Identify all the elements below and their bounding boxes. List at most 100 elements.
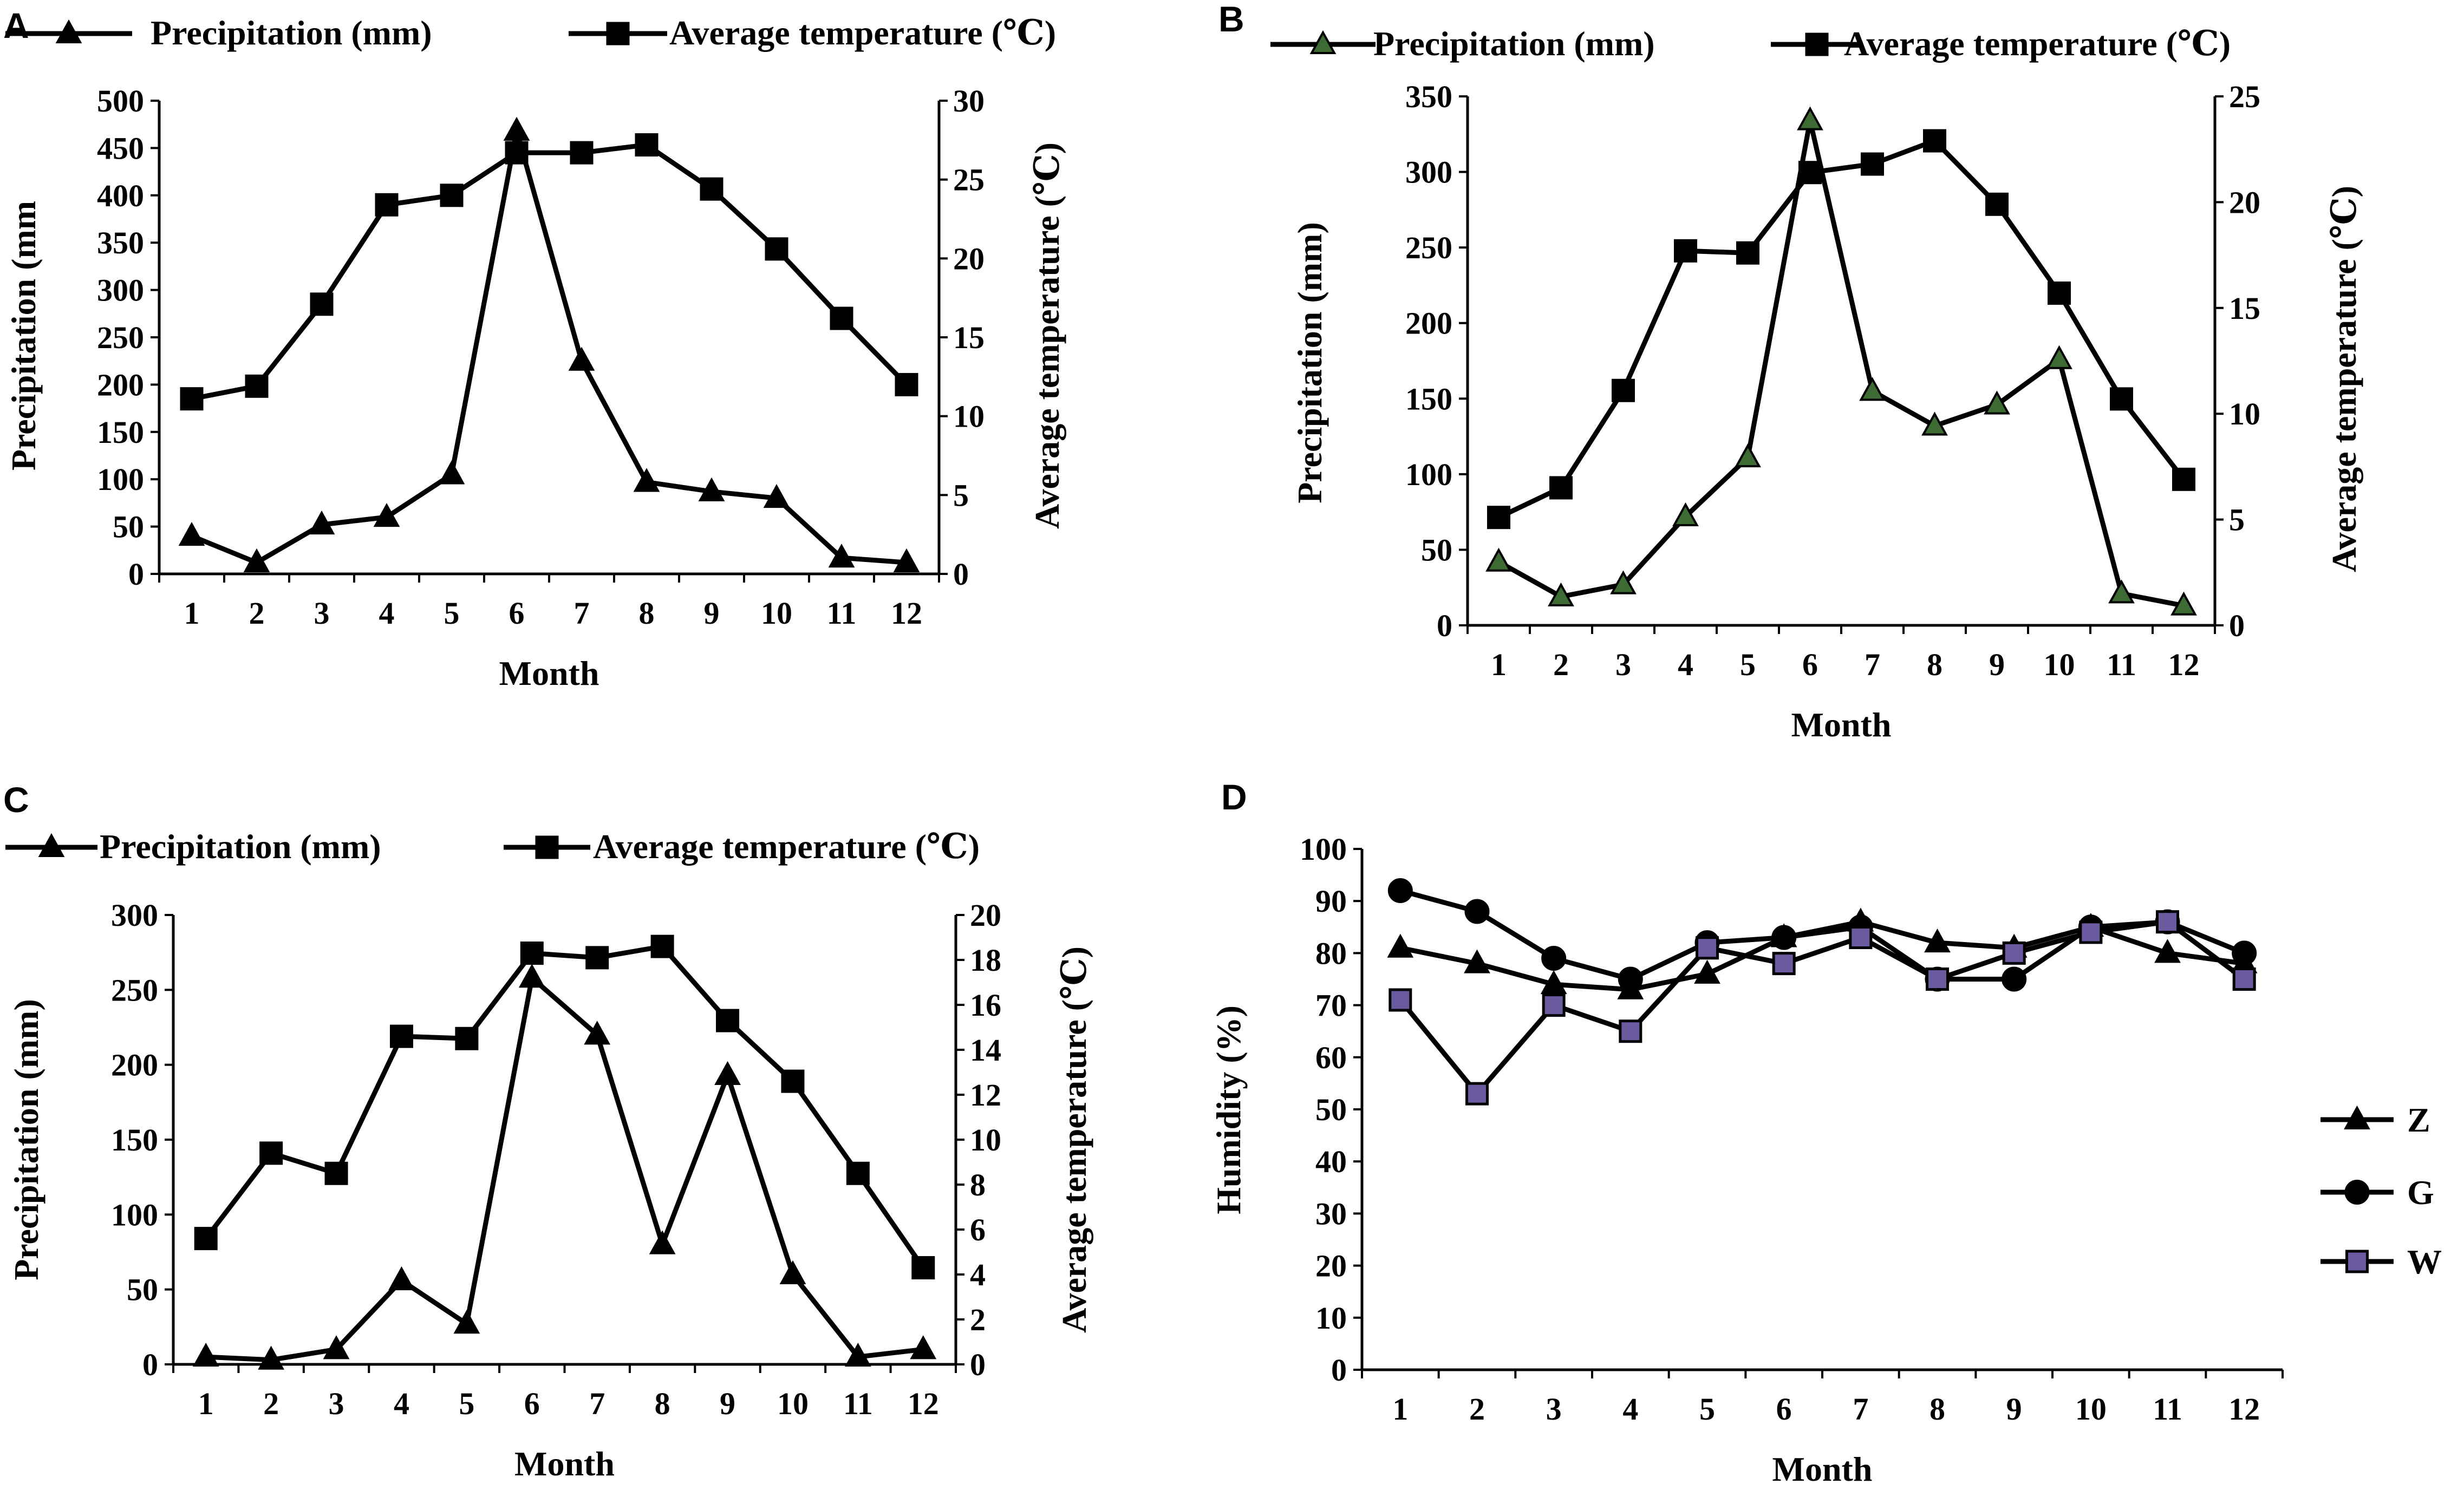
series-line bbox=[191, 128, 907, 565]
y2-tick-label: 10 bbox=[2229, 396, 2260, 432]
y-tick-label: 300 bbox=[111, 898, 158, 933]
data-point bbox=[1549, 476, 1573, 500]
legend-marker bbox=[606, 22, 630, 45]
x-tick-label: 10 bbox=[2044, 647, 2075, 682]
x-axis-title: Month bbox=[1772, 1450, 1873, 1488]
y2-tick-label: 15 bbox=[953, 320, 985, 355]
data-point bbox=[440, 184, 464, 207]
x-tick-label: 8 bbox=[1927, 647, 1942, 682]
data-point bbox=[192, 1343, 219, 1367]
data-point bbox=[505, 141, 529, 165]
series-line bbox=[1497, 138, 2186, 520]
data-point bbox=[649, 1230, 676, 1254]
legend-marker bbox=[55, 19, 82, 43]
x-tick-label: 1 bbox=[198, 1386, 214, 1421]
panel-c: C05010015020025030002468101214161820Aver… bbox=[3, 780, 1093, 1483]
data-point bbox=[323, 1335, 350, 1359]
data-point bbox=[698, 477, 725, 501]
y-tick-label: 200 bbox=[97, 367, 144, 402]
data-point bbox=[1861, 152, 1884, 176]
y2-tick-label: 20 bbox=[953, 241, 985, 276]
y-tick-label: 300 bbox=[97, 273, 144, 308]
data-point bbox=[1610, 570, 1637, 594]
data-point bbox=[1798, 161, 1822, 185]
y2-tick-label: 20 bbox=[970, 898, 1001, 933]
data-point bbox=[1464, 949, 1490, 973]
y2-tick-label: 0 bbox=[970, 1347, 986, 1382]
y2-tick-label: 25 bbox=[953, 162, 985, 198]
y2-axis-title: Average temperature (℃) bbox=[1028, 142, 1066, 529]
data-point bbox=[584, 1021, 611, 1045]
data-point bbox=[2002, 966, 2027, 992]
series-average-temperature bbox=[194, 934, 935, 1280]
data-point bbox=[1797, 106, 1823, 130]
y2-tick-label: 14 bbox=[970, 1032, 1001, 1068]
x-tick-label: 11 bbox=[843, 1386, 873, 1421]
x-tick-label: 8 bbox=[1930, 1391, 1945, 1427]
x-tick-label: 1 bbox=[184, 596, 200, 631]
data-point bbox=[243, 548, 270, 573]
data-point bbox=[1771, 925, 1797, 950]
x-tick-label: 1 bbox=[1491, 647, 1507, 682]
data-point bbox=[180, 387, 204, 411]
y2-tick-label: 2 bbox=[970, 1302, 986, 1337]
x-tick-label: 11 bbox=[2107, 647, 2136, 682]
data-point bbox=[194, 1227, 218, 1251]
series-line bbox=[204, 944, 925, 1270]
y-tick-label: 10 bbox=[1315, 1300, 1347, 1336]
y-axis-title: Precipitation (mm bbox=[4, 201, 43, 470]
y-tick-label: 400 bbox=[97, 178, 144, 213]
y-tick-label: 350 bbox=[97, 225, 144, 260]
data-point bbox=[716, 1009, 740, 1032]
series-line bbox=[1398, 919, 2246, 1096]
legend-label: Precipitation (mm) bbox=[1373, 24, 1655, 63]
data-point bbox=[2170, 591, 2197, 616]
y-axis-title: Precipitation (mm) bbox=[7, 999, 45, 1280]
data-point bbox=[373, 502, 400, 527]
y-axis-title: Precipitation (mm) bbox=[1290, 222, 1329, 504]
series-precipitation-mm bbox=[1485, 106, 2197, 616]
y-tick-label: 300 bbox=[1405, 155, 1452, 190]
x-tick-label: 5 bbox=[1740, 647, 1756, 682]
data-point bbox=[1387, 878, 1413, 903]
y2-tick-label: 8 bbox=[970, 1167, 986, 1202]
legend-label: Average temperature (℃) bbox=[1844, 24, 2231, 63]
data-point bbox=[1548, 582, 1574, 606]
x-tick-label: 2 bbox=[249, 596, 265, 631]
y-tick-label: 100 bbox=[1300, 832, 1347, 867]
data-point bbox=[389, 1024, 413, 1048]
data-point bbox=[2154, 939, 2181, 963]
y-tick-label: 50 bbox=[113, 509, 144, 545]
x-tick-label: 10 bbox=[761, 596, 792, 631]
y2-tick-label: 20 bbox=[2229, 185, 2260, 220]
legend-label: Precipitation (mm) bbox=[100, 827, 381, 866]
y-tick-label: 250 bbox=[1405, 230, 1452, 265]
panel-b: B0501001502002503003500510152025Average … bbox=[1218, 0, 2363, 744]
y2-tick-label: 16 bbox=[970, 988, 1001, 1023]
x-tick-label: 12 bbox=[908, 1386, 939, 1421]
data-point bbox=[455, 1027, 479, 1050]
y-tick-label: 200 bbox=[111, 1048, 158, 1083]
y2-axis-title: Average temperature (℃) bbox=[2325, 186, 2363, 572]
y2-tick-label: 6 bbox=[970, 1212, 986, 1247]
data-point bbox=[895, 372, 918, 396]
x-tick-label: 5 bbox=[1699, 1391, 1715, 1427]
x-tick-label: 7 bbox=[574, 596, 590, 631]
x-tick-label: 9 bbox=[1989, 647, 2005, 682]
data-point bbox=[453, 1310, 480, 1334]
panel-a: A050100150200250300350400450500051015202… bbox=[3, 5, 1066, 692]
y-tick-label: 250 bbox=[97, 320, 144, 355]
x-tick-label: 3 bbox=[314, 596, 330, 631]
data-point bbox=[700, 177, 723, 201]
legend-label: W bbox=[2407, 1243, 2442, 1281]
legend: Precipitation (mm) Average temperature (℃… bbox=[5, 827, 980, 866]
data-point bbox=[570, 141, 594, 165]
data-point bbox=[1859, 377, 1886, 401]
y-tick-label: 100 bbox=[1405, 457, 1452, 492]
data-point bbox=[1465, 1082, 1489, 1106]
data-point bbox=[1694, 959, 1720, 984]
y-tick-label: 150 bbox=[97, 415, 144, 450]
data-point bbox=[1387, 933, 1414, 958]
